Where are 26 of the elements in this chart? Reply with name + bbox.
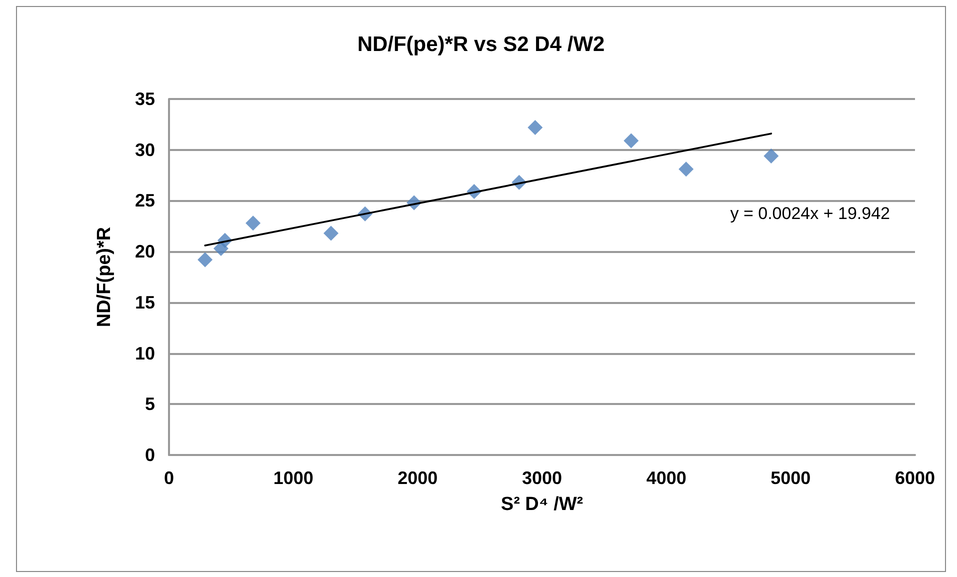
x-tick-label: 6000 [894,468,936,488]
y-tick-label: 0 [144,445,155,465]
annotation: y = 0.0024x + 19.942 [730,204,890,223]
y-tick-label: 30 [134,140,155,160]
point [198,252,213,268]
y-tick-label: 35 [134,89,155,109]
x-tick-label: 4000 [646,468,686,488]
y-tick-label: 20 [134,242,155,262]
chart-title: ND/F(pe)*R vs S2 D4 /W2 [357,33,605,56]
y-tick-label: 10 [134,343,155,364]
point [324,226,339,241]
y-axis-title: ND/F(pe)*R [94,226,115,328]
x-tick-label: 3000 [522,468,562,488]
x-tick-label: 0 [164,468,174,488]
x-tick-label: 2000 [398,468,438,488]
point [624,133,639,148]
point [246,216,261,231]
y-tick-label: 25 [134,190,155,211]
point [528,120,543,135]
x-tick-label: 5000 [770,468,811,488]
y-tick-label: 5 [144,394,155,414]
y-tick-label: 15 [134,292,155,312]
point [764,148,779,164]
x-tick-label: 1000 [273,468,314,488]
x-axis-title: S² D⁴ /W² [500,494,584,515]
point [678,162,694,177]
